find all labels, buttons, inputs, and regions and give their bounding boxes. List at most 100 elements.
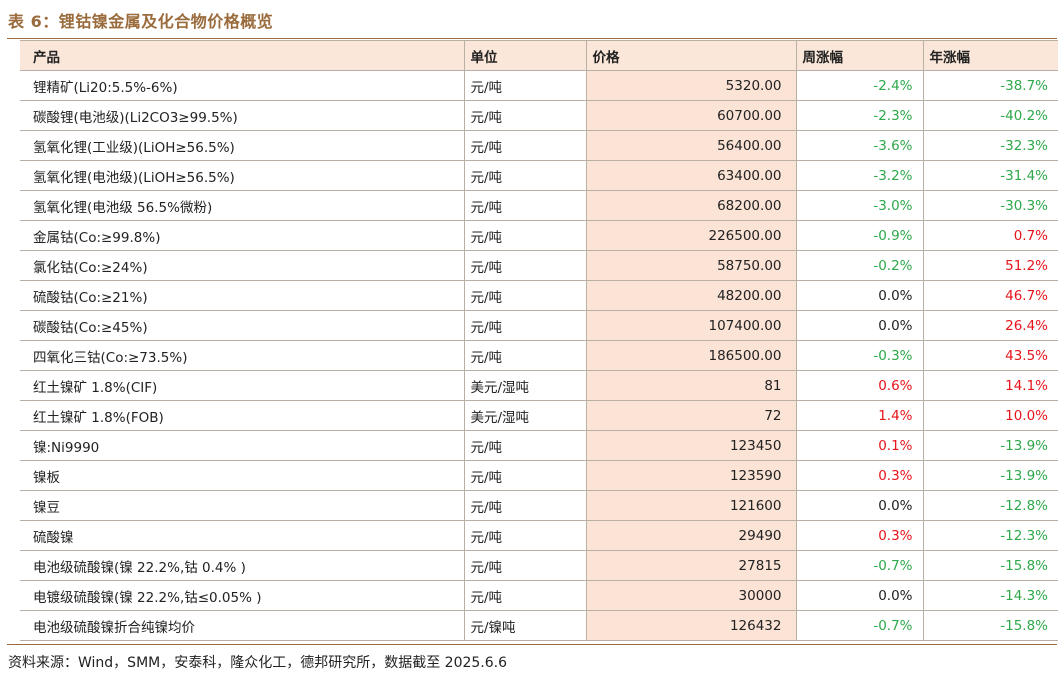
yearly-change-cell: -31.4% [922,160,1058,191]
weekly-change-cell: 0.0% [795,280,924,311]
product-cell: 电池级硫酸镍(镍 22.2%,钴 0.4% ) [20,550,465,581]
yearly-change-cell: 14.1% [922,370,1058,401]
yearly-change-cell: -38.7% [922,70,1058,101]
product-cell: 碳酸钴(Co:≥45%) [20,310,465,341]
price-table: 产品 单位 价格 周涨幅 年涨幅 锂精矿(Li20:5.5%-6%) 元/吨 532… [20,40,1058,641]
table-row: 镍豆 元/吨 121600 0.0% -12.8% [20,490,1058,521]
unit-cell: 元/镍吨 [463,610,587,641]
yearly-change-cell: -13.9% [922,430,1058,461]
yearly-change-cell: 26.4% [922,310,1058,341]
table-row: 镍:Ni9990 元/吨 123450 0.1% -13.9% [20,430,1058,461]
weekly-change-cell: 1.4% [795,400,924,431]
header-yearly-change: 年涨幅 [922,40,1058,71]
product-cell: 氢氧化锂(工业级)(LiOH≥56.5%) [20,130,465,161]
weekly-change-cell: -2.4% [795,70,924,101]
product-cell: 镍:Ni9990 [20,430,465,461]
weekly-change-cell: -0.3% [795,340,924,371]
yearly-change-cell: -13.9% [922,460,1058,491]
product-cell: 红土镍矿 1.8%(CIF) [20,370,465,401]
yearly-change-cell: 46.7% [922,280,1058,311]
unit-cell: 元/吨 [463,250,587,281]
table-row: 锂精矿(Li20:5.5%-6%) 元/吨 5320.00 -2.4% -38.7% [20,70,1058,101]
product-cell: 氢氧化锂(电池级)(LiOH≥56.5%) [20,160,465,191]
weekly-change-cell: -0.9% [795,220,924,251]
header-product: 产品 [20,40,465,71]
header-unit: 单位 [463,40,587,71]
product-cell: 电池级硫酸镍折合纯镍均价 [20,610,465,641]
unit-cell: 元/吨 [463,160,587,191]
weekly-change-cell: 0.3% [795,460,924,491]
weekly-change-cell: 0.0% [795,580,924,611]
yearly-change-cell: -12.3% [922,520,1058,551]
price-cell: 123590 [585,460,797,491]
unit-cell: 元/吨 [463,310,587,341]
price-cell: 186500.00 [585,340,797,371]
table-row: 红土镍矿 1.8%(CIF) 美元/湿吨 81 0.6% 14.1% [20,370,1058,401]
weekly-change-cell: -2.3% [795,100,924,131]
product-cell: 红土镍矿 1.8%(FOB) [20,400,465,431]
unit-cell: 美元/湿吨 [463,370,587,401]
source-note: 资料来源：Wind，SMM，安泰科，隆众化工，德邦研究所，数据截至 2025.6… [8,655,508,671]
unit-cell: 元/吨 [463,340,587,371]
price-cell: 81 [585,370,797,401]
title-divider [7,38,1057,39]
price-cell: 226500.00 [585,220,797,251]
price-cell: 29490 [585,520,797,551]
product-cell: 碳酸锂(电池级)(Li2CO3≥99.5%) [20,100,465,131]
product-cell: 硫酸钴(Co:≥21%) [20,280,465,311]
product-cell: 四氧化三钴(Co:≥73.5%) [20,340,465,371]
unit-cell: 元/吨 [463,100,587,131]
yearly-change-cell: 0.7% [922,220,1058,251]
price-cell: 121600 [585,490,797,521]
yearly-change-cell: -40.2% [922,100,1058,131]
unit-cell: 美元/湿吨 [463,400,587,431]
table-row: 碳酸锂(电池级)(Li2CO3≥99.5%) 元/吨 60700.00 -2.3% -4… [20,100,1058,131]
yearly-change-cell: 43.5% [922,340,1058,371]
product-cell: 电镀级硫酸镍(镍 22.2%,钴≤0.05% ) [20,580,465,611]
unit-cell: 元/吨 [463,430,587,461]
product-cell: 氯化钴(Co:≥24%) [20,250,465,281]
unit-cell: 元/吨 [463,220,587,251]
table-title: 表 6：锂钴镍金属及化合物价格概览 [8,12,274,31]
bottom-divider [7,644,1057,645]
table-row: 氯化钴(Co:≥24%) 元/吨 58750.00 -0.2% 51.2% [20,250,1058,281]
weekly-change-cell: -3.6% [795,130,924,161]
product-cell: 镍板 [20,460,465,491]
unit-cell: 元/吨 [463,520,587,551]
table-row: 碳酸钴(Co:≥45%) 元/吨 107400.00 0.0% 26.4% [20,310,1058,341]
yearly-change-cell: -30.3% [922,190,1058,221]
yearly-change-cell: -14.3% [922,580,1058,611]
unit-cell: 元/吨 [463,460,587,491]
unit-cell: 元/吨 [463,580,587,611]
table-row: 红土镍矿 1.8%(FOB) 美元/湿吨 72 1.4% 10.0% [20,400,1058,431]
yearly-change-cell: -15.8% [922,550,1058,581]
price-cell: 126432 [585,610,797,641]
table-header-row: 产品 单位 价格 周涨幅 年涨幅 [20,40,1058,71]
table-row: 氢氧化锂(电池级)(LiOH≥56.5%) 元/吨 63400.00 -3.2% -31… [20,160,1058,191]
yearly-change-cell: -32.3% [922,130,1058,161]
table-row: 电池级硫酸镍折合纯镍均价 元/镍吨 126432 -0.7% -15.8% [20,610,1058,641]
price-cell: 5320.00 [585,70,797,101]
weekly-change-cell: -3.0% [795,190,924,221]
table-row: 四氧化三钴(Co:≥73.5%) 元/吨 186500.00 -0.3% 43.5% [20,340,1058,371]
header-weekly-change: 周涨幅 [795,40,924,71]
weekly-change-cell: 0.0% [795,490,924,521]
weekly-change-cell: 0.1% [795,430,924,461]
price-cell: 107400.00 [585,310,797,341]
product-cell: 锂精矿(Li20:5.5%-6%) [20,70,465,101]
weekly-change-cell: 0.3% [795,520,924,551]
price-cell: 48200.00 [585,280,797,311]
yearly-change-cell: 10.0% [922,400,1058,431]
product-cell: 镍豆 [20,490,465,521]
product-cell: 硫酸镍 [20,520,465,551]
unit-cell: 元/吨 [463,190,587,221]
weekly-change-cell: 0.0% [795,310,924,341]
table-row: 电池级硫酸镍(镍 22.2%,钴 0.4% ) 元/吨 27815 -0.7% -15.… [20,550,1058,581]
price-cell: 30000 [585,580,797,611]
weekly-change-cell: 0.6% [795,370,924,401]
table-row: 氢氧化锂(电池级 56.5%微粉) 元/吨 68200.00 -3.0% -30.3% [20,190,1058,221]
price-cell: 60700.00 [585,100,797,131]
table-row: 镍板 元/吨 123590 0.3% -13.9% [20,460,1058,491]
price-cell: 63400.00 [585,160,797,191]
product-cell: 氢氧化锂(电池级 56.5%微粉) [20,190,465,221]
